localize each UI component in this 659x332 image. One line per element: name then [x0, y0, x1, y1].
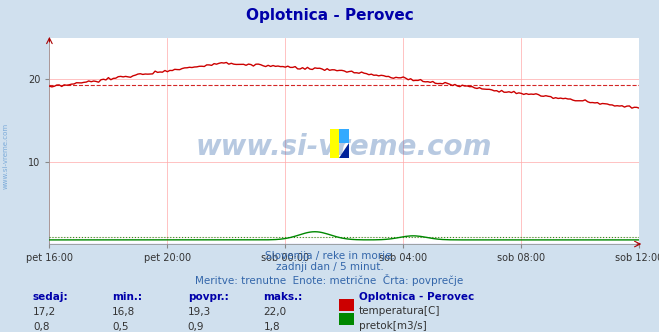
- Text: 17,2: 17,2: [33, 307, 56, 317]
- Text: min.:: min.:: [112, 292, 142, 302]
- Text: pretok[m3/s]: pretok[m3/s]: [359, 321, 427, 331]
- Text: Oplotnica - Perovec: Oplotnica - Perovec: [246, 8, 413, 23]
- Text: 0,5: 0,5: [112, 322, 129, 332]
- Text: 0,9: 0,9: [188, 322, 204, 332]
- Polygon shape: [339, 143, 349, 158]
- Bar: [330, 129, 339, 158]
- Text: zadnji dan / 5 minut.: zadnji dan / 5 minut.: [275, 262, 384, 272]
- Text: temperatura[C]: temperatura[C]: [359, 306, 441, 316]
- Text: maks.:: maks.:: [264, 292, 303, 302]
- Text: Oplotnica - Perovec: Oplotnica - Perovec: [359, 292, 474, 302]
- Text: www.si-vreme.com: www.si-vreme.com: [196, 133, 492, 161]
- Text: www.si-vreme.com: www.si-vreme.com: [2, 123, 9, 189]
- Text: 16,8: 16,8: [112, 307, 135, 317]
- Text: povpr.:: povpr.:: [188, 292, 229, 302]
- Text: sedaj:: sedaj:: [33, 292, 69, 302]
- Text: 22,0: 22,0: [264, 307, 287, 317]
- Bar: [339, 129, 349, 143]
- Text: 19,3: 19,3: [188, 307, 211, 317]
- Text: 0,8: 0,8: [33, 322, 49, 332]
- Text: 1,8: 1,8: [264, 322, 280, 332]
- Text: Meritve: trenutne  Enote: metrične  Črta: povprečje: Meritve: trenutne Enote: metrične Črta: …: [195, 274, 464, 286]
- Text: Slovenija / reke in morje.: Slovenija / reke in morje.: [264, 251, 395, 261]
